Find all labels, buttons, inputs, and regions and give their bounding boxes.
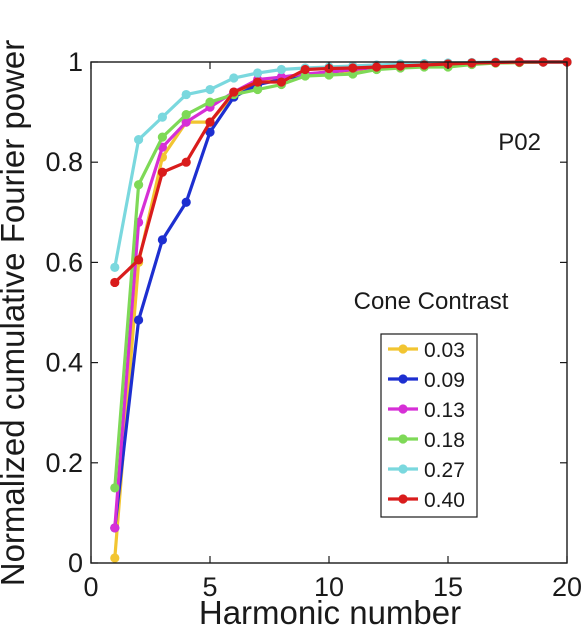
data-point <box>205 117 215 127</box>
legend-item: 0.40 <box>388 489 465 512</box>
data-point <box>300 71 310 81</box>
legend-title: Cone Contrast <box>354 288 509 315</box>
data-point <box>181 117 191 127</box>
data-point <box>253 84 263 95</box>
data-point <box>324 70 334 80</box>
data-point <box>110 553 120 563</box>
series-0.40 <box>110 57 572 288</box>
y-tick-label: 0 <box>68 548 83 578</box>
y-tick-label: 1 <box>68 47 83 77</box>
data-point <box>157 167 167 177</box>
data-point <box>181 157 191 167</box>
legend-label: 0.03 <box>424 339 465 362</box>
legend-swatch-marker <box>398 404 408 414</box>
data-point <box>348 63 358 73</box>
legend-box <box>380 333 478 518</box>
data-point <box>467 58 477 68</box>
legend-swatch-marker <box>398 374 408 384</box>
data-point <box>110 523 120 533</box>
y-tick-label: 0.2 <box>45 448 83 478</box>
legend-label: 0.40 <box>424 489 465 512</box>
data-point <box>134 180 144 190</box>
legend-item: 0.18 <box>388 429 465 452</box>
x-tick-label: 15 <box>433 572 463 602</box>
data-point <box>110 277 120 288</box>
series-0.18 <box>110 57 572 493</box>
legend-label: 0.18 <box>424 429 465 452</box>
data-point <box>205 127 215 137</box>
data-point <box>300 64 310 75</box>
legend-label: 0.27 <box>424 459 465 482</box>
data-point <box>157 112 167 122</box>
legend: 0.03 0.09 0.13 0.18 0.27 0.40 <box>380 333 478 518</box>
x-axis-label: Harmonic number <box>199 594 461 629</box>
x-tick-label: 0 <box>83 572 98 602</box>
data-point <box>110 262 120 273</box>
data-point <box>229 87 239 97</box>
data-point <box>253 68 263 78</box>
legend-swatch-marker <box>398 434 408 444</box>
data-point <box>134 315 144 325</box>
legend-label: 0.13 <box>424 399 465 422</box>
data-point <box>419 60 429 70</box>
legend-item: 0.03 <box>388 339 465 362</box>
x-tick-label: 20 <box>552 572 582 602</box>
data-point <box>157 132 167 142</box>
y-tick-label: 0.4 <box>45 348 83 378</box>
data-point <box>276 64 286 75</box>
data-point <box>134 255 144 265</box>
data-point <box>372 62 382 72</box>
data-point <box>276 77 286 87</box>
legend-item: 0.13 <box>388 399 465 422</box>
data-point <box>395 61 405 71</box>
data-point <box>181 197 191 207</box>
data-point <box>253 77 263 87</box>
x-tick-label: 5 <box>202 572 217 602</box>
legend-item: 0.09 <box>388 369 465 392</box>
data-point <box>205 84 215 95</box>
legend-swatch-marker <box>398 464 408 474</box>
legend-label: 0.09 <box>424 369 465 392</box>
y-axis-label: Normalized cumulative Fourier power <box>0 40 31 587</box>
y-tick-label: 0.6 <box>45 247 83 277</box>
data-point <box>229 73 239 83</box>
data-point <box>181 110 191 120</box>
data-point <box>205 97 215 107</box>
legend-swatch-marker <box>398 344 408 354</box>
data-point <box>157 235 167 245</box>
legend-item: 0.27 <box>388 459 465 482</box>
x-tick-label: 10 <box>314 572 344 602</box>
data-point <box>181 89 191 100</box>
legend-swatch-marker <box>398 494 408 504</box>
data-point <box>110 483 120 493</box>
data-point <box>134 135 144 145</box>
panel-annotation: P02 <box>498 129 541 156</box>
y-tick-label: 0.8 <box>45 147 83 177</box>
